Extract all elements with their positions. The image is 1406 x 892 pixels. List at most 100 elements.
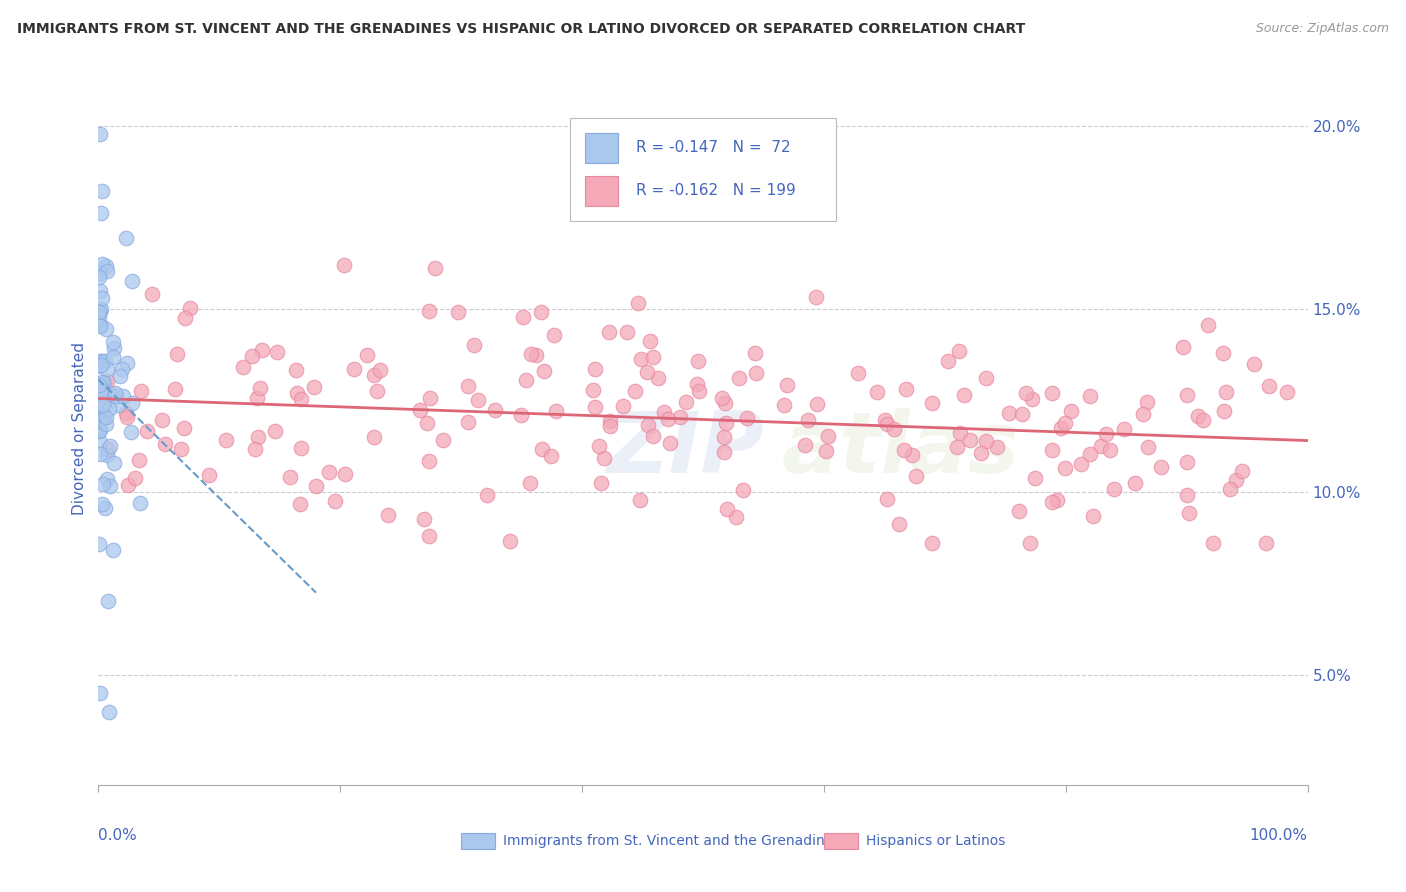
Point bbox=[647, 371, 669, 385]
Point bbox=[876, 491, 898, 506]
Point bbox=[90, 359, 112, 373]
Point bbox=[457, 378, 479, 392]
Point bbox=[921, 536, 943, 550]
Point bbox=[773, 398, 796, 412]
Point bbox=[91, 476, 114, 491]
Point bbox=[263, 424, 285, 438]
Point bbox=[498, 534, 520, 549]
Point bbox=[467, 392, 489, 407]
Point bbox=[1102, 482, 1125, 496]
Point bbox=[948, 425, 970, 440]
Point bbox=[583, 362, 606, 376]
Point bbox=[97, 593, 120, 607]
Point bbox=[546, 404, 568, 418]
Point bbox=[794, 437, 817, 451]
Point bbox=[425, 260, 447, 275]
Point bbox=[115, 410, 138, 425]
Point bbox=[246, 391, 269, 405]
Point bbox=[240, 349, 263, 363]
Point bbox=[1042, 495, 1064, 509]
Point bbox=[638, 334, 661, 348]
Point bbox=[806, 290, 828, 304]
Point bbox=[114, 231, 136, 245]
Point bbox=[1136, 440, 1159, 454]
Point bbox=[115, 356, 138, 370]
Point bbox=[89, 304, 111, 318]
Point bbox=[266, 345, 288, 359]
Point bbox=[89, 423, 111, 437]
Point bbox=[121, 395, 143, 409]
Point bbox=[1230, 464, 1253, 478]
Point bbox=[1054, 416, 1077, 430]
FancyBboxPatch shape bbox=[585, 133, 619, 162]
Point bbox=[1197, 318, 1219, 332]
Point bbox=[179, 301, 201, 315]
Point bbox=[108, 368, 131, 383]
Point bbox=[1015, 385, 1038, 400]
Point bbox=[368, 363, 391, 377]
Point bbox=[688, 354, 710, 368]
Point bbox=[588, 439, 610, 453]
Point bbox=[91, 398, 114, 412]
Point bbox=[87, 421, 110, 435]
Point bbox=[510, 408, 533, 422]
Point bbox=[714, 416, 737, 430]
Point bbox=[87, 359, 110, 373]
Point bbox=[89, 686, 111, 700]
Point bbox=[1081, 509, 1104, 524]
Point bbox=[1114, 422, 1136, 436]
Text: 100.0%: 100.0% bbox=[1250, 828, 1308, 843]
Point bbox=[1011, 408, 1033, 422]
Point bbox=[598, 325, 620, 339]
Point bbox=[1040, 443, 1063, 458]
Point bbox=[163, 382, 186, 396]
Point bbox=[278, 470, 301, 484]
Point bbox=[93, 376, 115, 390]
Point bbox=[893, 442, 915, 457]
Point bbox=[921, 396, 943, 410]
Point bbox=[599, 419, 621, 434]
Point bbox=[998, 406, 1021, 420]
Point bbox=[418, 303, 440, 318]
Point bbox=[89, 319, 111, 334]
Point bbox=[150, 413, 173, 427]
Point bbox=[89, 269, 111, 284]
Point bbox=[304, 478, 326, 492]
Point bbox=[90, 257, 112, 271]
Point bbox=[170, 442, 193, 456]
Point bbox=[713, 445, 735, 459]
Point bbox=[90, 384, 112, 399]
Point bbox=[1090, 439, 1112, 453]
Point bbox=[94, 417, 117, 431]
Point bbox=[582, 383, 605, 397]
Point bbox=[724, 509, 747, 524]
Point bbox=[96, 472, 118, 486]
Point bbox=[377, 508, 399, 522]
Point bbox=[90, 375, 112, 389]
Text: R = -0.147   N =  72: R = -0.147 N = 72 bbox=[637, 140, 792, 155]
Point bbox=[89, 537, 111, 551]
Point bbox=[89, 127, 111, 141]
Point bbox=[409, 402, 432, 417]
Text: 0.0%: 0.0% bbox=[98, 828, 138, 843]
Point bbox=[90, 206, 112, 220]
Point bbox=[817, 428, 839, 442]
Point bbox=[87, 318, 110, 332]
Point bbox=[166, 347, 188, 361]
Point bbox=[97, 401, 120, 416]
Point bbox=[1046, 493, 1069, 508]
Point bbox=[89, 401, 111, 416]
Point bbox=[641, 351, 664, 365]
Point bbox=[89, 434, 111, 449]
Point bbox=[616, 326, 638, 340]
Point bbox=[101, 350, 124, 364]
Point bbox=[100, 386, 122, 401]
Point bbox=[93, 409, 115, 423]
Point bbox=[463, 338, 485, 352]
Point bbox=[1132, 407, 1154, 421]
Point bbox=[104, 388, 127, 402]
Point bbox=[419, 391, 441, 405]
Point bbox=[814, 444, 837, 458]
Point bbox=[900, 448, 922, 462]
Point bbox=[1094, 427, 1116, 442]
